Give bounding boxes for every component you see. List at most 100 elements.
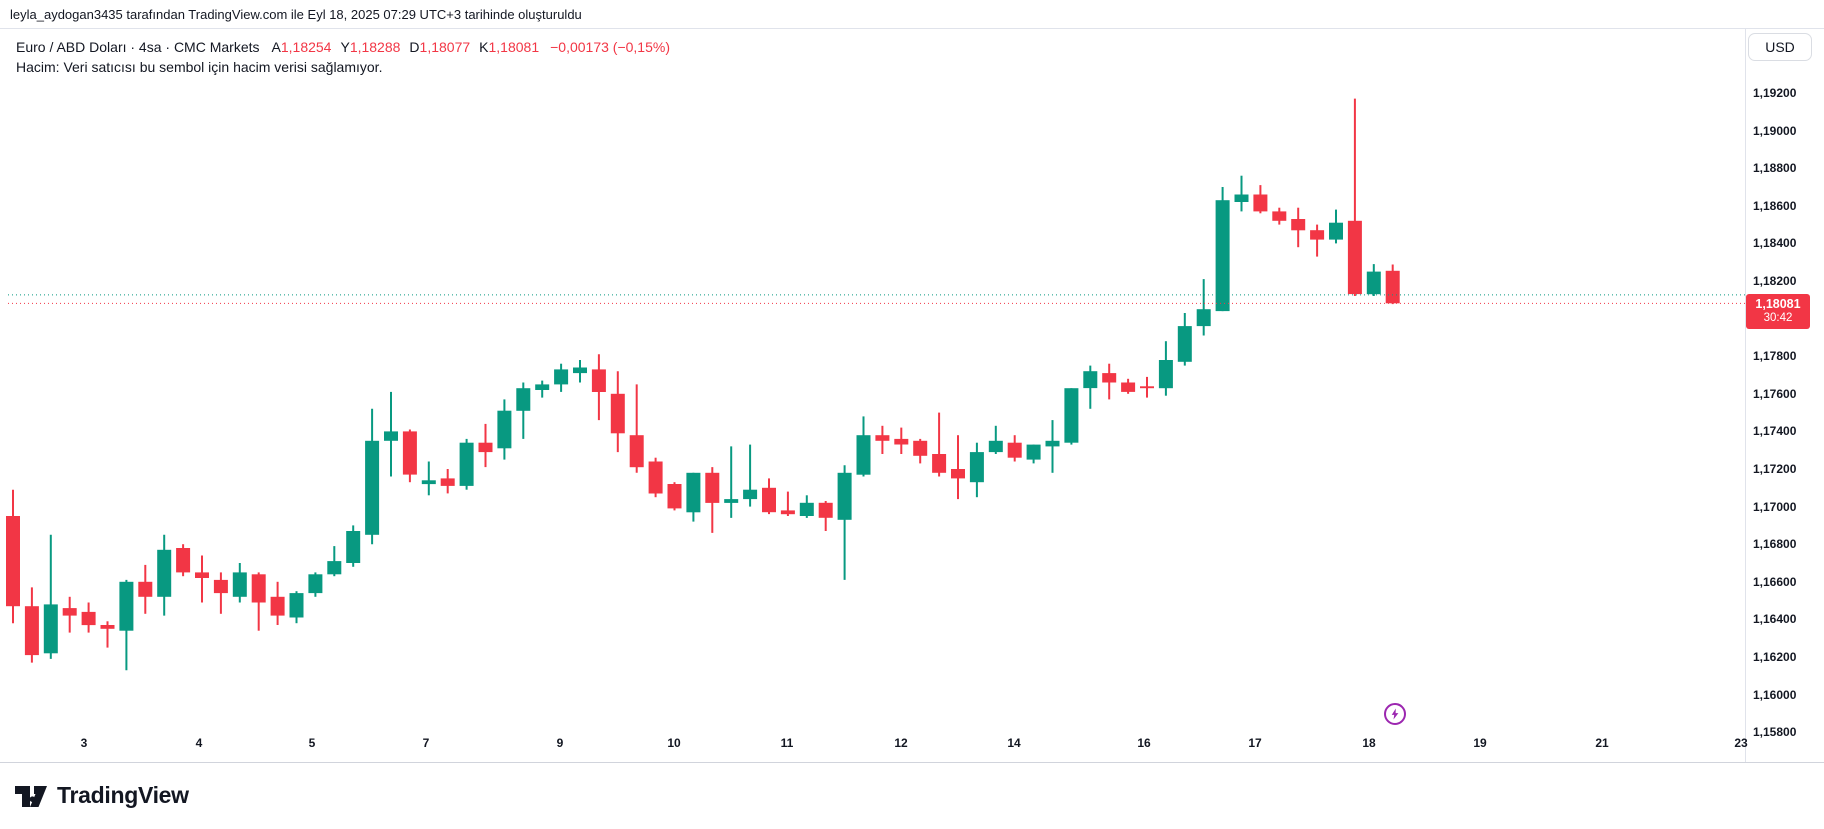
lightning-bolt-icon	[1391, 708, 1399, 720]
candle	[837, 465, 852, 580]
candle	[1177, 313, 1192, 366]
candle	[119, 579, 134, 671]
volume-notice: Hacim: Veri satıcısı bu sembol için haci…	[16, 59, 383, 75]
time-axis-label: 23	[1734, 736, 1748, 750]
candle	[440, 469, 455, 494]
candle	[1253, 185, 1268, 214]
legend: Euro / ABD Doları · 4sa · CMC Markets A1…	[16, 38, 670, 77]
time-axis-label: 10	[667, 736, 681, 750]
candle	[6, 489, 20, 624]
candle	[1158, 341, 1173, 396]
time-axis-label: 17	[1248, 736, 1262, 750]
tradingview-logo[interactable]: TradingView	[14, 782, 189, 809]
price-axis-label: 1,16800	[1753, 537, 1797, 551]
time-axis-label: 16	[1137, 736, 1151, 750]
chart-border-top	[0, 28, 1824, 29]
ohlc-open: A1,18254	[271, 39, 332, 55]
time-axis-label: 19	[1473, 736, 1487, 750]
time-axis-label: 9	[556, 736, 564, 750]
price-axis-label: 1,16600	[1753, 575, 1797, 589]
last-price-label: 1,18081 30:42	[1746, 294, 1810, 329]
time-axis-label: 14	[1007, 736, 1021, 750]
candle	[629, 384, 644, 473]
price-scale[interactable]: 1,19200 1,19000 1,18800 1,18600 1,18400 1,182…	[1745, 0, 1824, 762]
candle	[176, 544, 191, 577]
time-axis-label: 12	[894, 736, 908, 750]
price-axis-label: 1,17400	[1753, 424, 1797, 438]
candle	[81, 602, 96, 633]
tradingview-logo-text: TradingView	[57, 782, 189, 808]
candle	[535, 380, 550, 398]
candle	[1045, 420, 1060, 473]
candle	[157, 534, 172, 616]
candle	[969, 442, 984, 498]
candle	[913, 438, 928, 464]
candle	[648, 457, 663, 498]
change-value: −0,00173 (−0,15%)	[550, 39, 670, 55]
candle	[402, 429, 417, 483]
candlestick-chart[interactable]	[0, 0, 1824, 762]
price-axis-label: 1,18800	[1753, 161, 1797, 175]
symbol-title: Euro / ABD Doları · 4sa · CMC Markets	[16, 39, 260, 55]
candle	[894, 427, 909, 454]
candle	[1272, 207, 1287, 225]
price-axis-label: 1,19000	[1753, 124, 1797, 138]
price-axis-label: 1,18400	[1753, 236, 1797, 250]
price-axis-label: 1,16200	[1753, 650, 1797, 664]
candle	[591, 354, 606, 421]
candle	[516, 382, 531, 439]
price-axis-label: 1,17800	[1753, 349, 1797, 363]
candle	[1140, 376, 1154, 398]
candle	[1196, 279, 1211, 336]
time-axis-label: 18	[1362, 736, 1376, 750]
candle	[138, 564, 153, 614]
price-axis-label: 1,17600	[1753, 387, 1797, 401]
candle	[610, 371, 625, 453]
candle	[100, 621, 115, 648]
candle	[1026, 444, 1041, 464]
tradingview-logo-mark	[15, 785, 47, 807]
candle	[478, 423, 493, 468]
candle	[1291, 207, 1306, 248]
price-axis-label: 1,16400	[1753, 612, 1797, 626]
flash-icon[interactable]	[1384, 703, 1406, 725]
price-axis-label: 1,15800	[1753, 725, 1797, 739]
candle	[818, 501, 833, 531]
ohlc-close: K1,18081	[479, 39, 540, 55]
price-axis-label: 1,18200	[1753, 274, 1797, 288]
candle	[667, 482, 682, 511]
candle	[24, 587, 39, 663]
candle	[497, 399, 512, 460]
price-axis-label: 1,17000	[1753, 500, 1797, 514]
candle	[43, 534, 58, 659]
time-scale[interactable]: 3 4 5 7 9 10 11 12 14 16 17 18 19 21 23	[0, 736, 1748, 756]
candle	[1007, 435, 1022, 462]
candle	[1310, 224, 1325, 257]
candle	[573, 360, 587, 383]
candle	[62, 596, 77, 633]
time-axis-label: 3	[80, 736, 88, 750]
candle	[1064, 388, 1079, 445]
candle	[459, 438, 474, 490]
candle	[195, 555, 209, 603]
ohlc-high: Y1,18288	[340, 39, 401, 55]
candle	[1102, 363, 1117, 400]
price-axis-label: 1,19200	[1753, 86, 1797, 100]
candle	[346, 525, 361, 567]
candle	[743, 444, 758, 507]
candle	[232, 563, 247, 603]
candle	[724, 446, 739, 518]
price-axis-separator	[1745, 28, 1746, 762]
chart-border-bottom	[0, 762, 1824, 763]
candle	[213, 572, 228, 614]
ohlc-low: D1,18077	[409, 39, 471, 55]
candle	[686, 472, 701, 522]
currency-button[interactable]: USD	[1748, 33, 1812, 61]
time-axis-label: 5	[308, 736, 316, 750]
candle	[762, 478, 776, 515]
time-axis-label: 11	[780, 736, 794, 750]
candle	[365, 408, 380, 545]
candle	[251, 572, 266, 631]
candle	[1347, 98, 1362, 296]
candle	[554, 363, 569, 392]
